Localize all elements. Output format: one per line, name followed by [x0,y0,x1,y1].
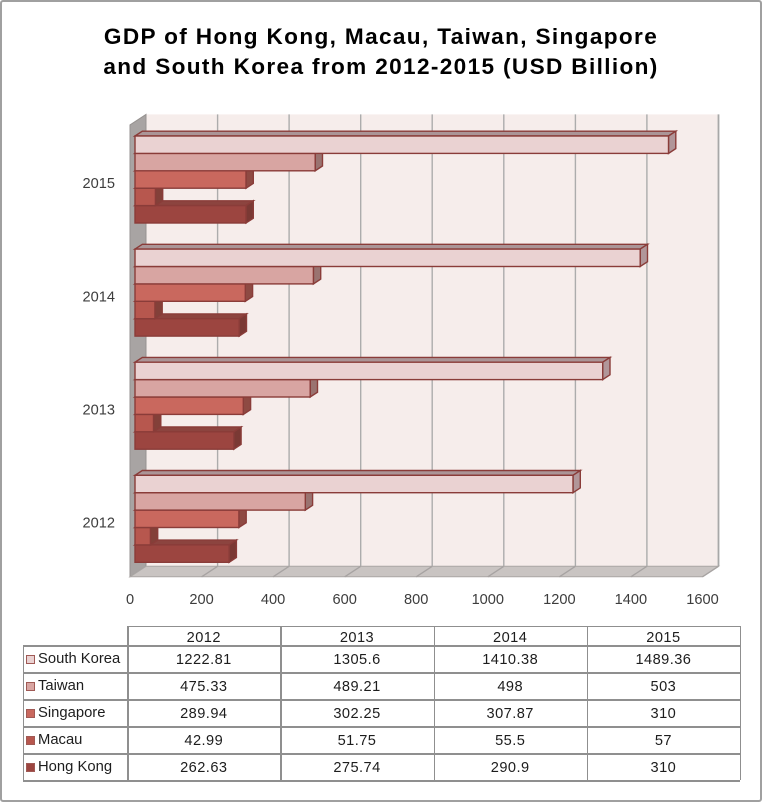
svg-text:1400: 1400 [615,592,647,608]
svg-text:400: 400 [261,592,285,608]
svg-text:200: 200 [189,592,213,608]
svg-text:800: 800 [404,592,428,608]
svg-text:1600: 1600 [686,592,718,608]
svg-text:2014: 2014 [83,289,115,305]
svg-text:2013: 2013 [83,402,115,418]
svg-text:2015: 2015 [83,176,115,192]
svg-text:600: 600 [333,592,357,608]
svg-text:0: 0 [126,592,134,608]
svg-text:2012: 2012 [83,516,115,532]
svg-text:1000: 1000 [472,592,504,608]
svg-text:1200: 1200 [543,592,575,608]
